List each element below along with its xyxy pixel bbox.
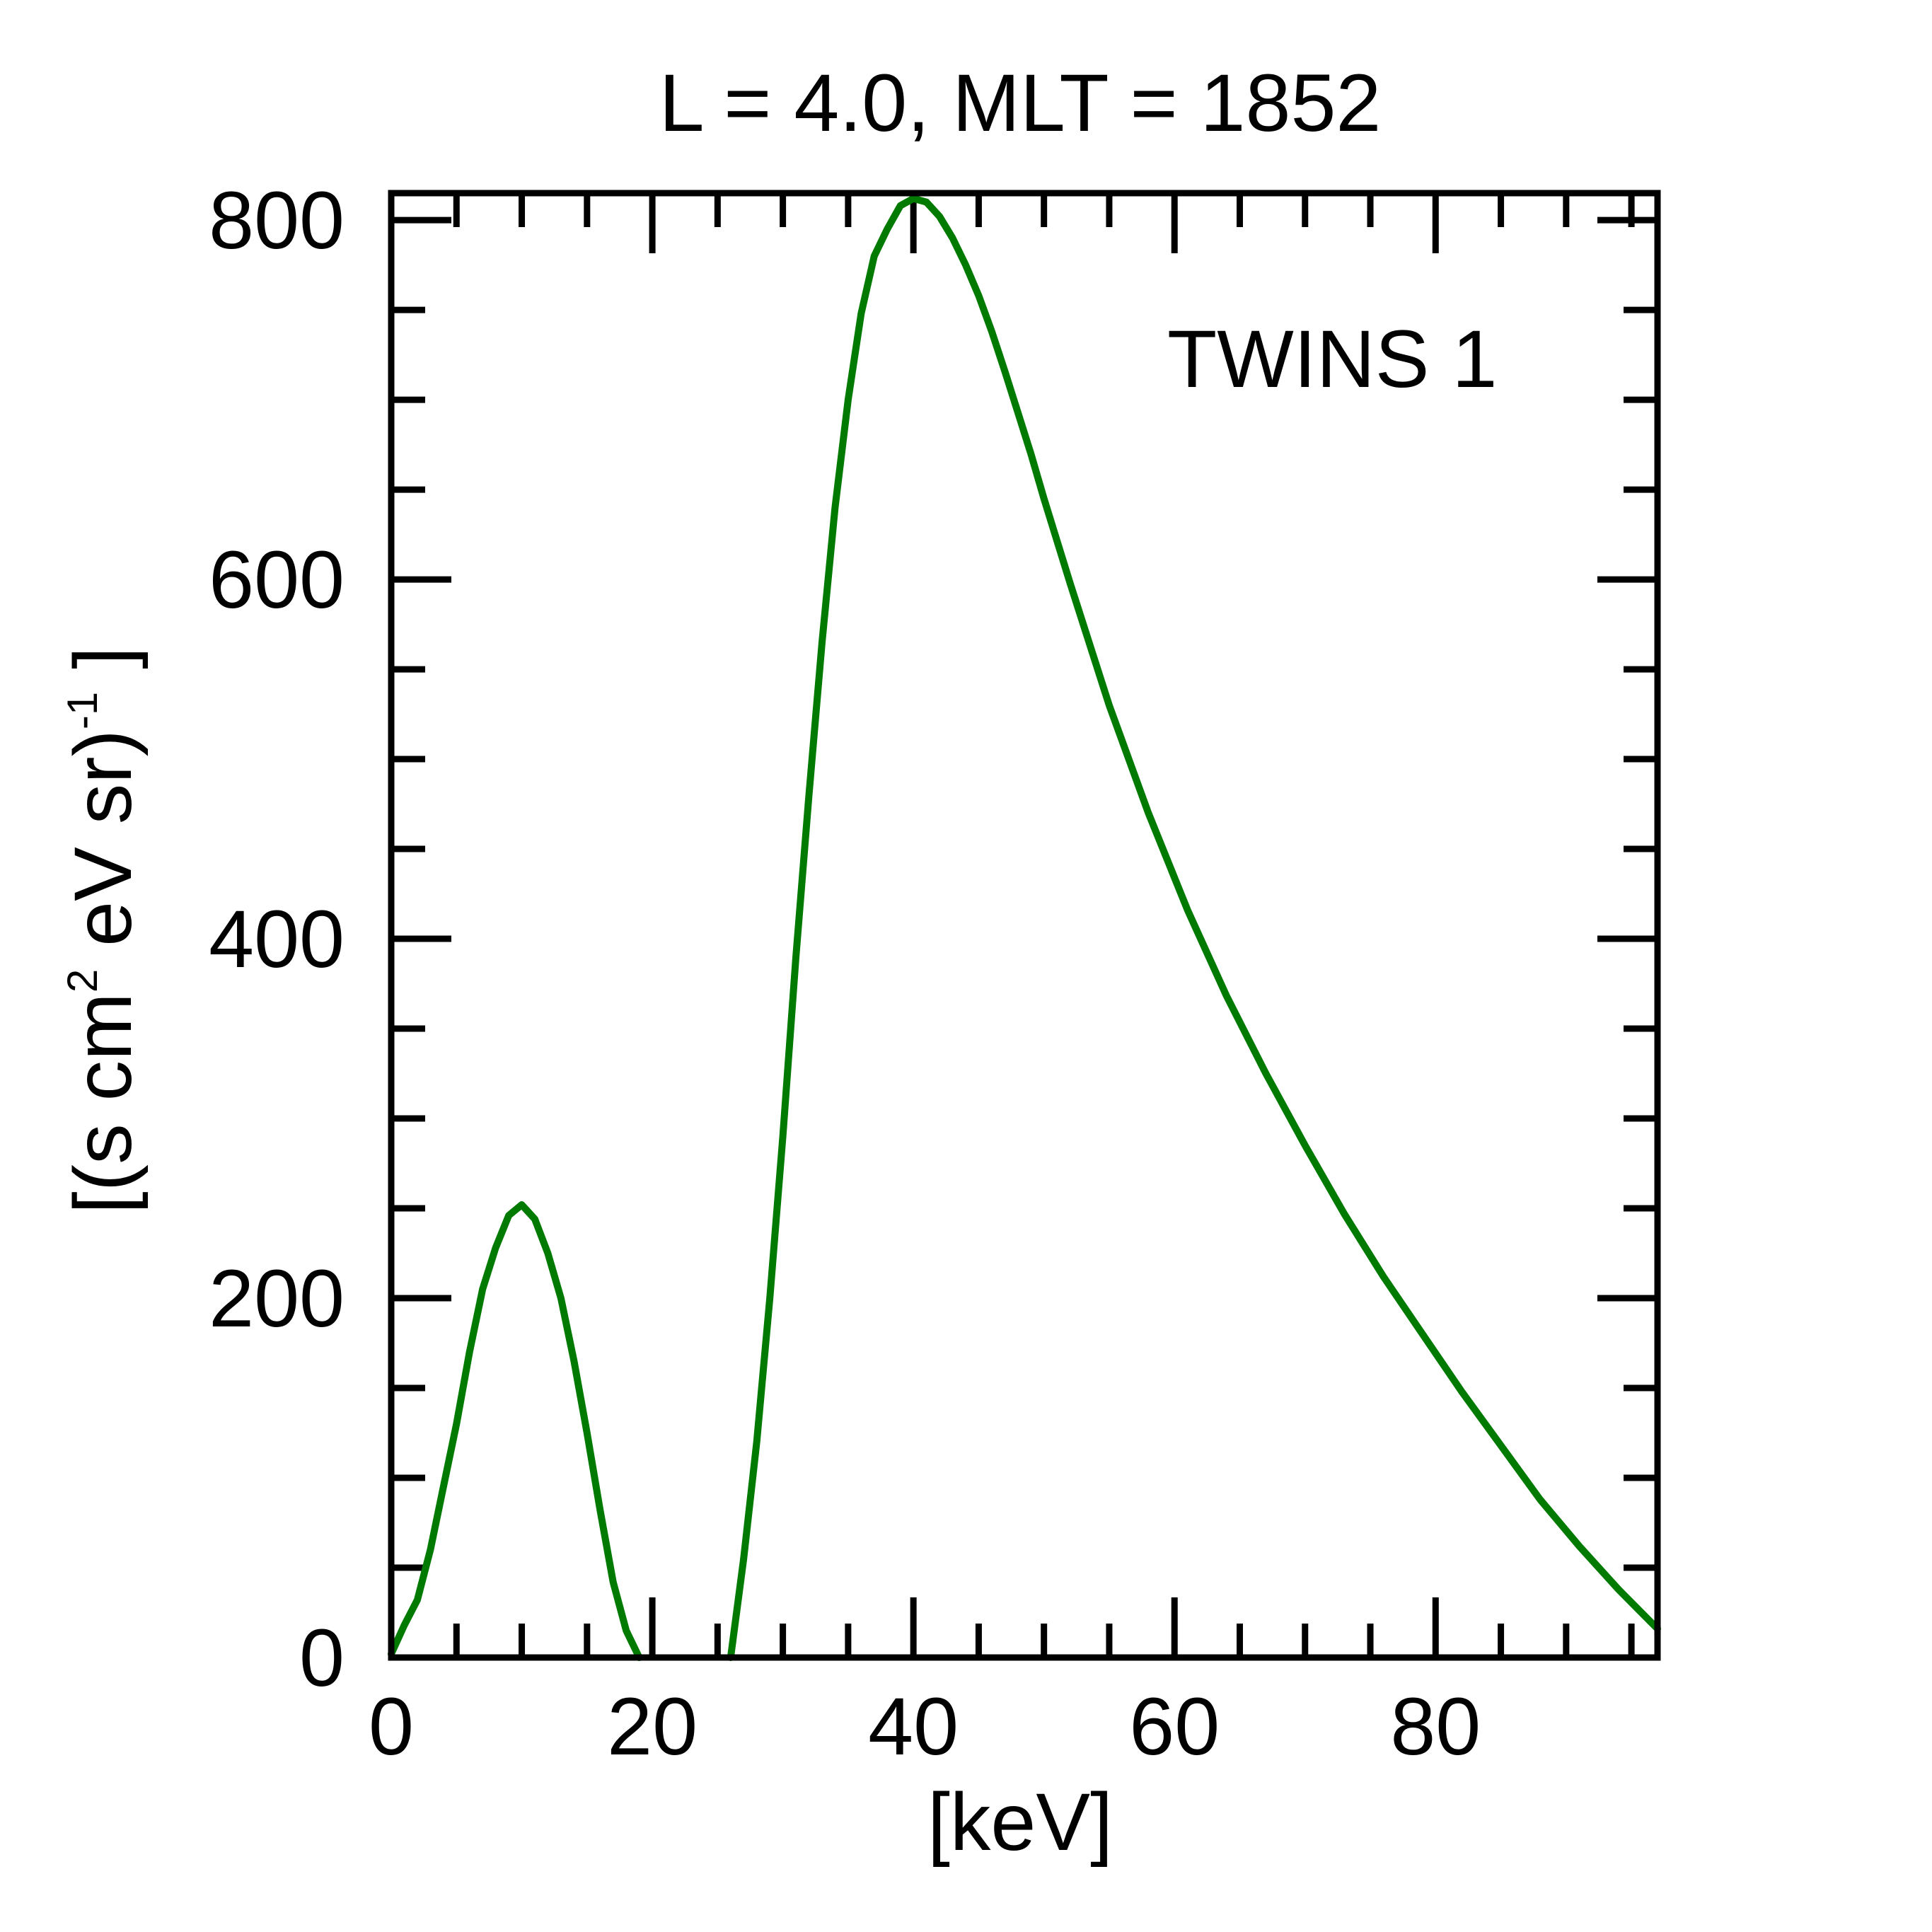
x-tick-label: 60 bbox=[1129, 1682, 1220, 1772]
x-tick-label: 80 bbox=[1390, 1682, 1481, 1772]
x-tick-label: 0 bbox=[369, 1682, 414, 1772]
series-line-twins-1 bbox=[727, 195, 1661, 1661]
y-tick-label: 200 bbox=[209, 1254, 345, 1344]
y-axis-label-sup2: -1 bbox=[59, 692, 106, 729]
y-axis-label-suffix: ] bbox=[58, 647, 149, 692]
chart-title: L = 4.0, MLT = 1852 bbox=[659, 58, 1382, 149]
y-tick-label: 800 bbox=[209, 175, 345, 266]
series-layer bbox=[388, 195, 1661, 1661]
axis-ticks bbox=[388, 193, 1658, 1661]
y-tick-label: 600 bbox=[209, 535, 345, 625]
y-axis-label: [(s cm2 eV sr)-1 ] bbox=[58, 647, 149, 1214]
y-tick-label: 0 bbox=[299, 1613, 345, 1703]
x-tick-label: 40 bbox=[868, 1682, 959, 1772]
x-axis-label: [keV] bbox=[927, 1777, 1113, 1868]
series-line-twins-1 bbox=[388, 1201, 643, 1661]
y-axis-label-prefix: [(s cm bbox=[58, 993, 149, 1214]
y-axis-label-middle: eV sr) bbox=[58, 729, 149, 969]
legend-entry-twins-1: TWINS 1 bbox=[1167, 314, 1497, 405]
x-tick-label: 20 bbox=[607, 1682, 698, 1772]
plot-frame bbox=[388, 190, 1661, 1661]
y-tick-label: 400 bbox=[209, 894, 345, 985]
y-axis-label-sup1: 2 bbox=[59, 969, 106, 993]
